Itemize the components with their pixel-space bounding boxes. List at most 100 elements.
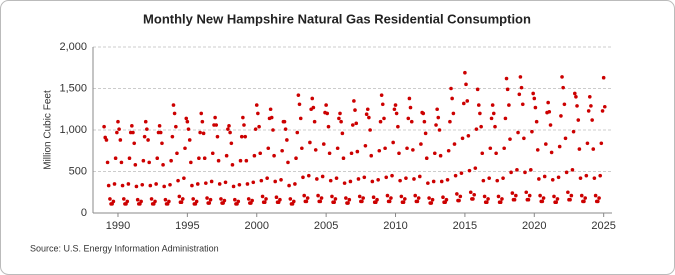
data-point [397,151,401,156]
x-tick-label: 2000 [245,220,269,232]
data-point [532,96,537,101]
data-point [587,95,592,99]
data-point [239,134,244,139]
data-point [472,192,477,197]
data-point [262,200,267,205]
y-tick-label: 1,500 [59,82,87,94]
data-point [547,109,552,114]
data-point [452,142,457,146]
data-point [169,158,173,163]
y-axis-label: Million Cubic Feet [43,90,54,170]
data-point [316,193,320,198]
data-point [441,195,445,200]
data-point [518,75,523,79]
data-point [421,111,426,116]
data-point [376,178,380,182]
x-tick-label: 1990 [106,220,130,232]
data-point [515,168,519,172]
data-point [585,141,590,146]
data-point [563,136,568,141]
data-point [591,147,596,151]
data-point [383,146,387,151]
data-point [554,200,559,205]
data-point [406,116,411,121]
data-point [319,196,324,200]
data-point [394,111,399,116]
data-point [542,174,547,179]
data-point [205,196,209,200]
data-point [283,127,288,131]
data-point [437,128,442,132]
data-point [266,146,271,151]
data-point [295,130,300,135]
data-point [233,197,237,202]
data-point [430,197,435,202]
data-point [350,123,355,127]
data-point [229,141,234,146]
data-point [600,109,605,113]
data-point [354,121,359,126]
data-point [318,199,323,204]
data-point [463,70,467,75]
data-point [324,103,328,107]
data-point [185,119,190,124]
data-point [204,181,208,185]
data-point [534,119,539,124]
data-point [473,166,478,170]
data-point [413,193,418,198]
data-point [578,176,583,180]
data-point [422,119,427,124]
data-point [541,196,546,200]
data-point [399,194,404,199]
data-point [340,131,345,136]
data-point [118,138,123,142]
data-point [391,140,395,145]
data-point [485,200,489,205]
data-point [271,128,275,132]
data-point [579,193,584,198]
data-point [393,103,398,107]
data-point [507,103,511,107]
data-point [342,181,347,185]
data-point [231,184,236,189]
data-point [187,138,192,142]
data-point [468,190,473,195]
data-point [217,182,222,186]
data-point [215,134,220,139]
data-point [446,148,451,153]
data-point [538,193,542,198]
data-point [149,197,154,201]
data-point [184,116,189,121]
data-point [455,192,459,196]
data-point [126,182,131,186]
data-point [493,124,497,129]
data-point [487,176,491,180]
data-point [449,86,453,91]
data-point [339,119,343,124]
data-point [207,201,212,205]
data-point [500,197,504,201]
data-point [158,130,163,135]
data-point [334,176,339,180]
data-point [520,102,525,107]
data-point [429,201,434,205]
data-point [104,138,109,142]
data-point [153,199,157,204]
data-point [292,199,296,204]
data-point [434,123,438,127]
data-point [259,178,264,183]
data-point [475,87,480,92]
data-point [222,198,227,203]
data-point [141,158,146,163]
data-point [148,183,153,188]
data-point [361,196,365,200]
data-point [596,199,600,204]
data-point [146,138,150,142]
data-point [365,107,370,112]
data-point [385,193,390,198]
data-point [524,190,529,195]
data-point [325,111,330,116]
data-point [304,199,309,204]
data-point [379,93,384,97]
